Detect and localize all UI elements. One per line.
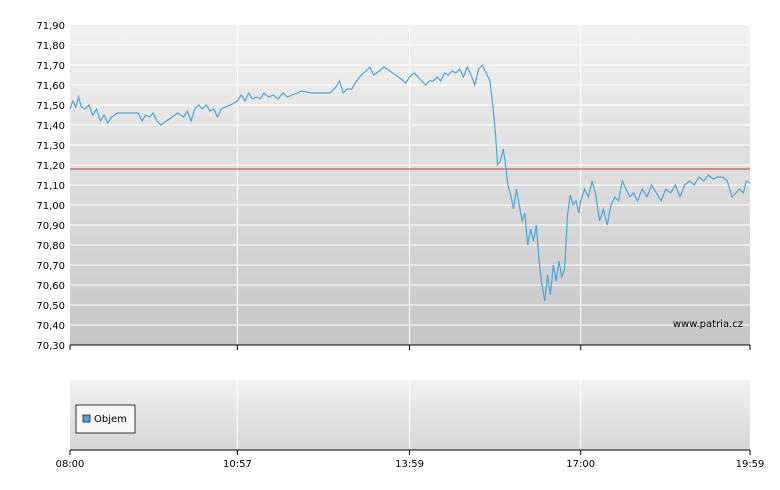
x-tick-label: 08:00 <box>56 459 85 470</box>
y-tick-label: 71,50 <box>36 101 65 112</box>
y-tick-label: 70,70 <box>36 261 65 272</box>
x-axis-ticks: 08:00 10:57 13:59 17:00 19:59 <box>56 345 765 470</box>
legend-label: Objem <box>94 414 127 425</box>
x-tick-label: 17:00 <box>566 459 595 470</box>
y-tick-label: 70,80 <box>36 241 65 252</box>
y-tick-label: 70,30 <box>36 341 65 352</box>
legend: Objem <box>75 404 136 434</box>
y-tick-label: 71,10 <box>36 181 65 192</box>
y-tick-label: 70,90 <box>36 221 65 232</box>
grid-lines <box>70 25 750 450</box>
y-tick-label: 71,60 <box>36 81 65 92</box>
y-tick-label: 71,20 <box>36 161 65 172</box>
y-tick-label: 71,70 <box>36 61 65 72</box>
y-axis-ticks: 71,90 71,80 71,70 71,60 71,50 71,40 71,30 71,20… <box>36 21 65 352</box>
series-line <box>69 63 751 302</box>
legend-swatch <box>82 414 91 423</box>
x-tick-label: 19:59 <box>736 459 765 470</box>
watermark: www.patria.cz <box>673 319 743 330</box>
x-tick-label: 10:57 <box>223 459 252 470</box>
y-tick-label: 70,50 <box>36 301 65 312</box>
x-tick-label: 13:59 <box>395 459 424 470</box>
y-tick-label: 71,30 <box>36 141 65 152</box>
y-tick-label: 70,40 <box>36 321 65 332</box>
y-tick-label: 71,90 <box>36 21 65 32</box>
y-tick-label: 71,00 <box>36 201 65 212</box>
y-tick-label: 70,60 <box>36 281 65 292</box>
y-tick-label: 71,80 <box>36 41 65 52</box>
y-tick-label: 71,40 <box>36 121 65 132</box>
